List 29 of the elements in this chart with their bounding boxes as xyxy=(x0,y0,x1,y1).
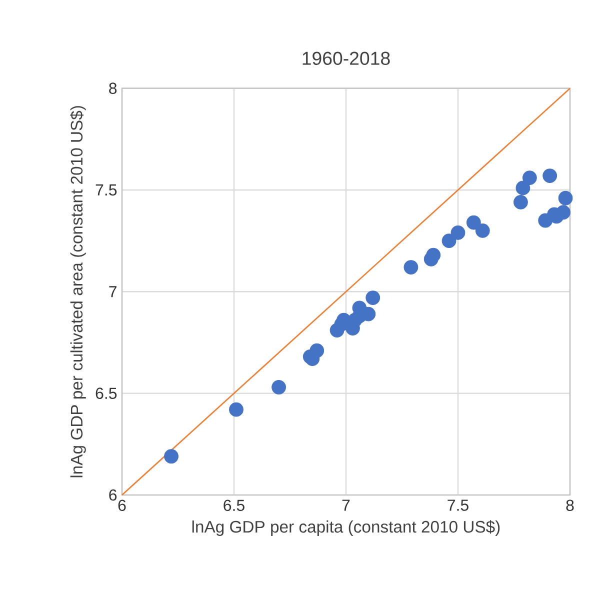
point xyxy=(522,170,537,186)
y-tick-label: 6.5 xyxy=(96,388,117,399)
point xyxy=(310,343,324,358)
y-tick-label: 6 xyxy=(109,489,117,501)
x-tick-label: 7.5 xyxy=(448,500,468,511)
point xyxy=(442,234,456,248)
point xyxy=(426,248,441,262)
x-axis-title: lnAg GDP per capita (constant 2010 US$) xyxy=(192,520,500,536)
point xyxy=(272,380,286,394)
y-tick-label: 8 xyxy=(109,82,117,94)
point xyxy=(404,260,418,274)
point xyxy=(466,215,481,230)
y-axis-title: lnAg GDP per cultivated area (constant 2010 US$) xyxy=(70,106,86,478)
x-tick-label: 6.5 xyxy=(224,500,244,512)
x-tick-label: 6 xyxy=(118,500,126,512)
y-tick-label: 7.5 xyxy=(96,184,117,196)
y-tick-label: 7 xyxy=(109,286,116,298)
point xyxy=(516,180,530,196)
point xyxy=(542,168,558,183)
point xyxy=(366,290,380,305)
x-tick-label: 7 xyxy=(342,500,350,511)
point xyxy=(164,449,178,464)
chart-title: 1960-2018 xyxy=(302,52,390,65)
point xyxy=(450,225,466,240)
point xyxy=(475,223,490,238)
point xyxy=(229,402,244,417)
point xyxy=(558,190,573,206)
x-tick-label: 8 xyxy=(566,500,574,512)
point xyxy=(514,195,528,210)
